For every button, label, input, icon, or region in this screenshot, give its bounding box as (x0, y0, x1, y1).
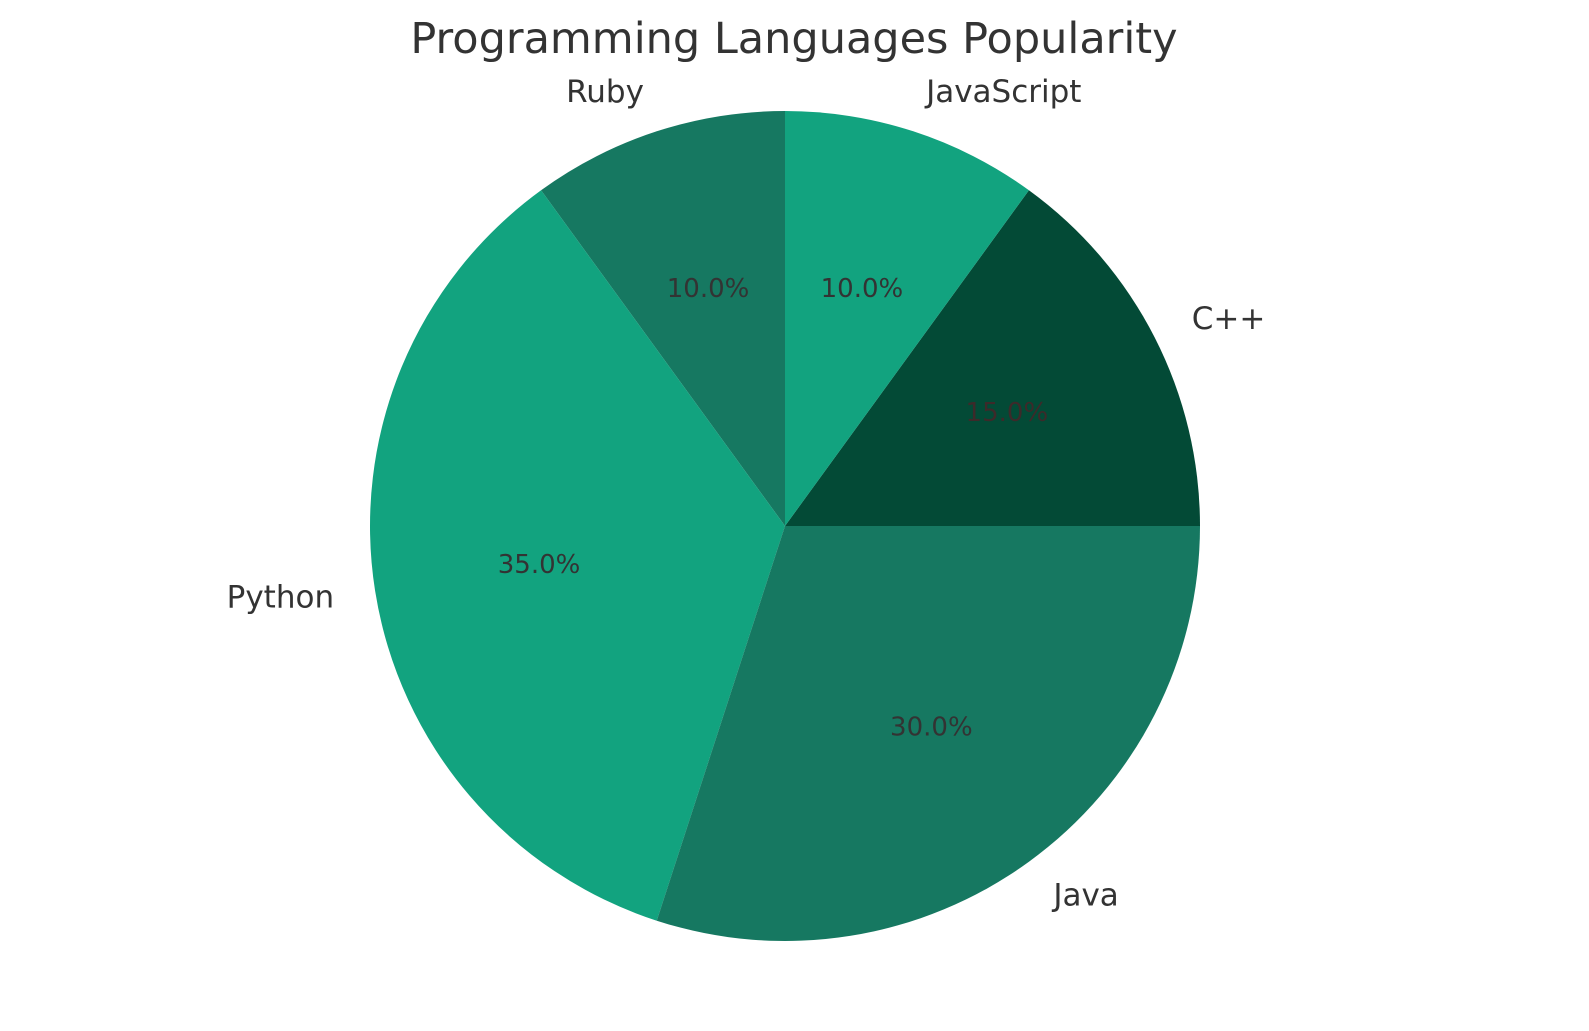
pie-slice-ruby (541, 111, 785, 526)
percent-label-ruby: 10.0% (667, 274, 750, 304)
category-label-javascript: JavaScript (924, 74, 1081, 110)
pie-slice-java (656, 526, 1200, 942)
pie-slice-javascript (785, 111, 1029, 526)
pie-slice-python (369, 190, 785, 921)
chart-title: Programming Languages Popularity (410, 14, 1177, 64)
category-label-java: Java (1051, 877, 1118, 913)
percent-label-javascript: 10.0% (821, 274, 904, 304)
percent-labels: 10.0% 35.0% 30.0% 15.0% 10.0% (498, 274, 1048, 742)
category-label-python: Python (227, 579, 334, 615)
percent-label-cpp: 15.0% (966, 398, 1049, 428)
category-labels: Ruby Python Java C++ JavaScript (227, 74, 1266, 913)
percent-label-java: 30.0% (890, 712, 973, 742)
pie-slice-cpp (785, 190, 1200, 527)
category-label-ruby: Ruby (566, 74, 644, 110)
category-label-cpp: C++ (1192, 301, 1266, 337)
percent-label-python: 35.0% (498, 550, 581, 580)
pie-slices (369, 111, 1200, 942)
